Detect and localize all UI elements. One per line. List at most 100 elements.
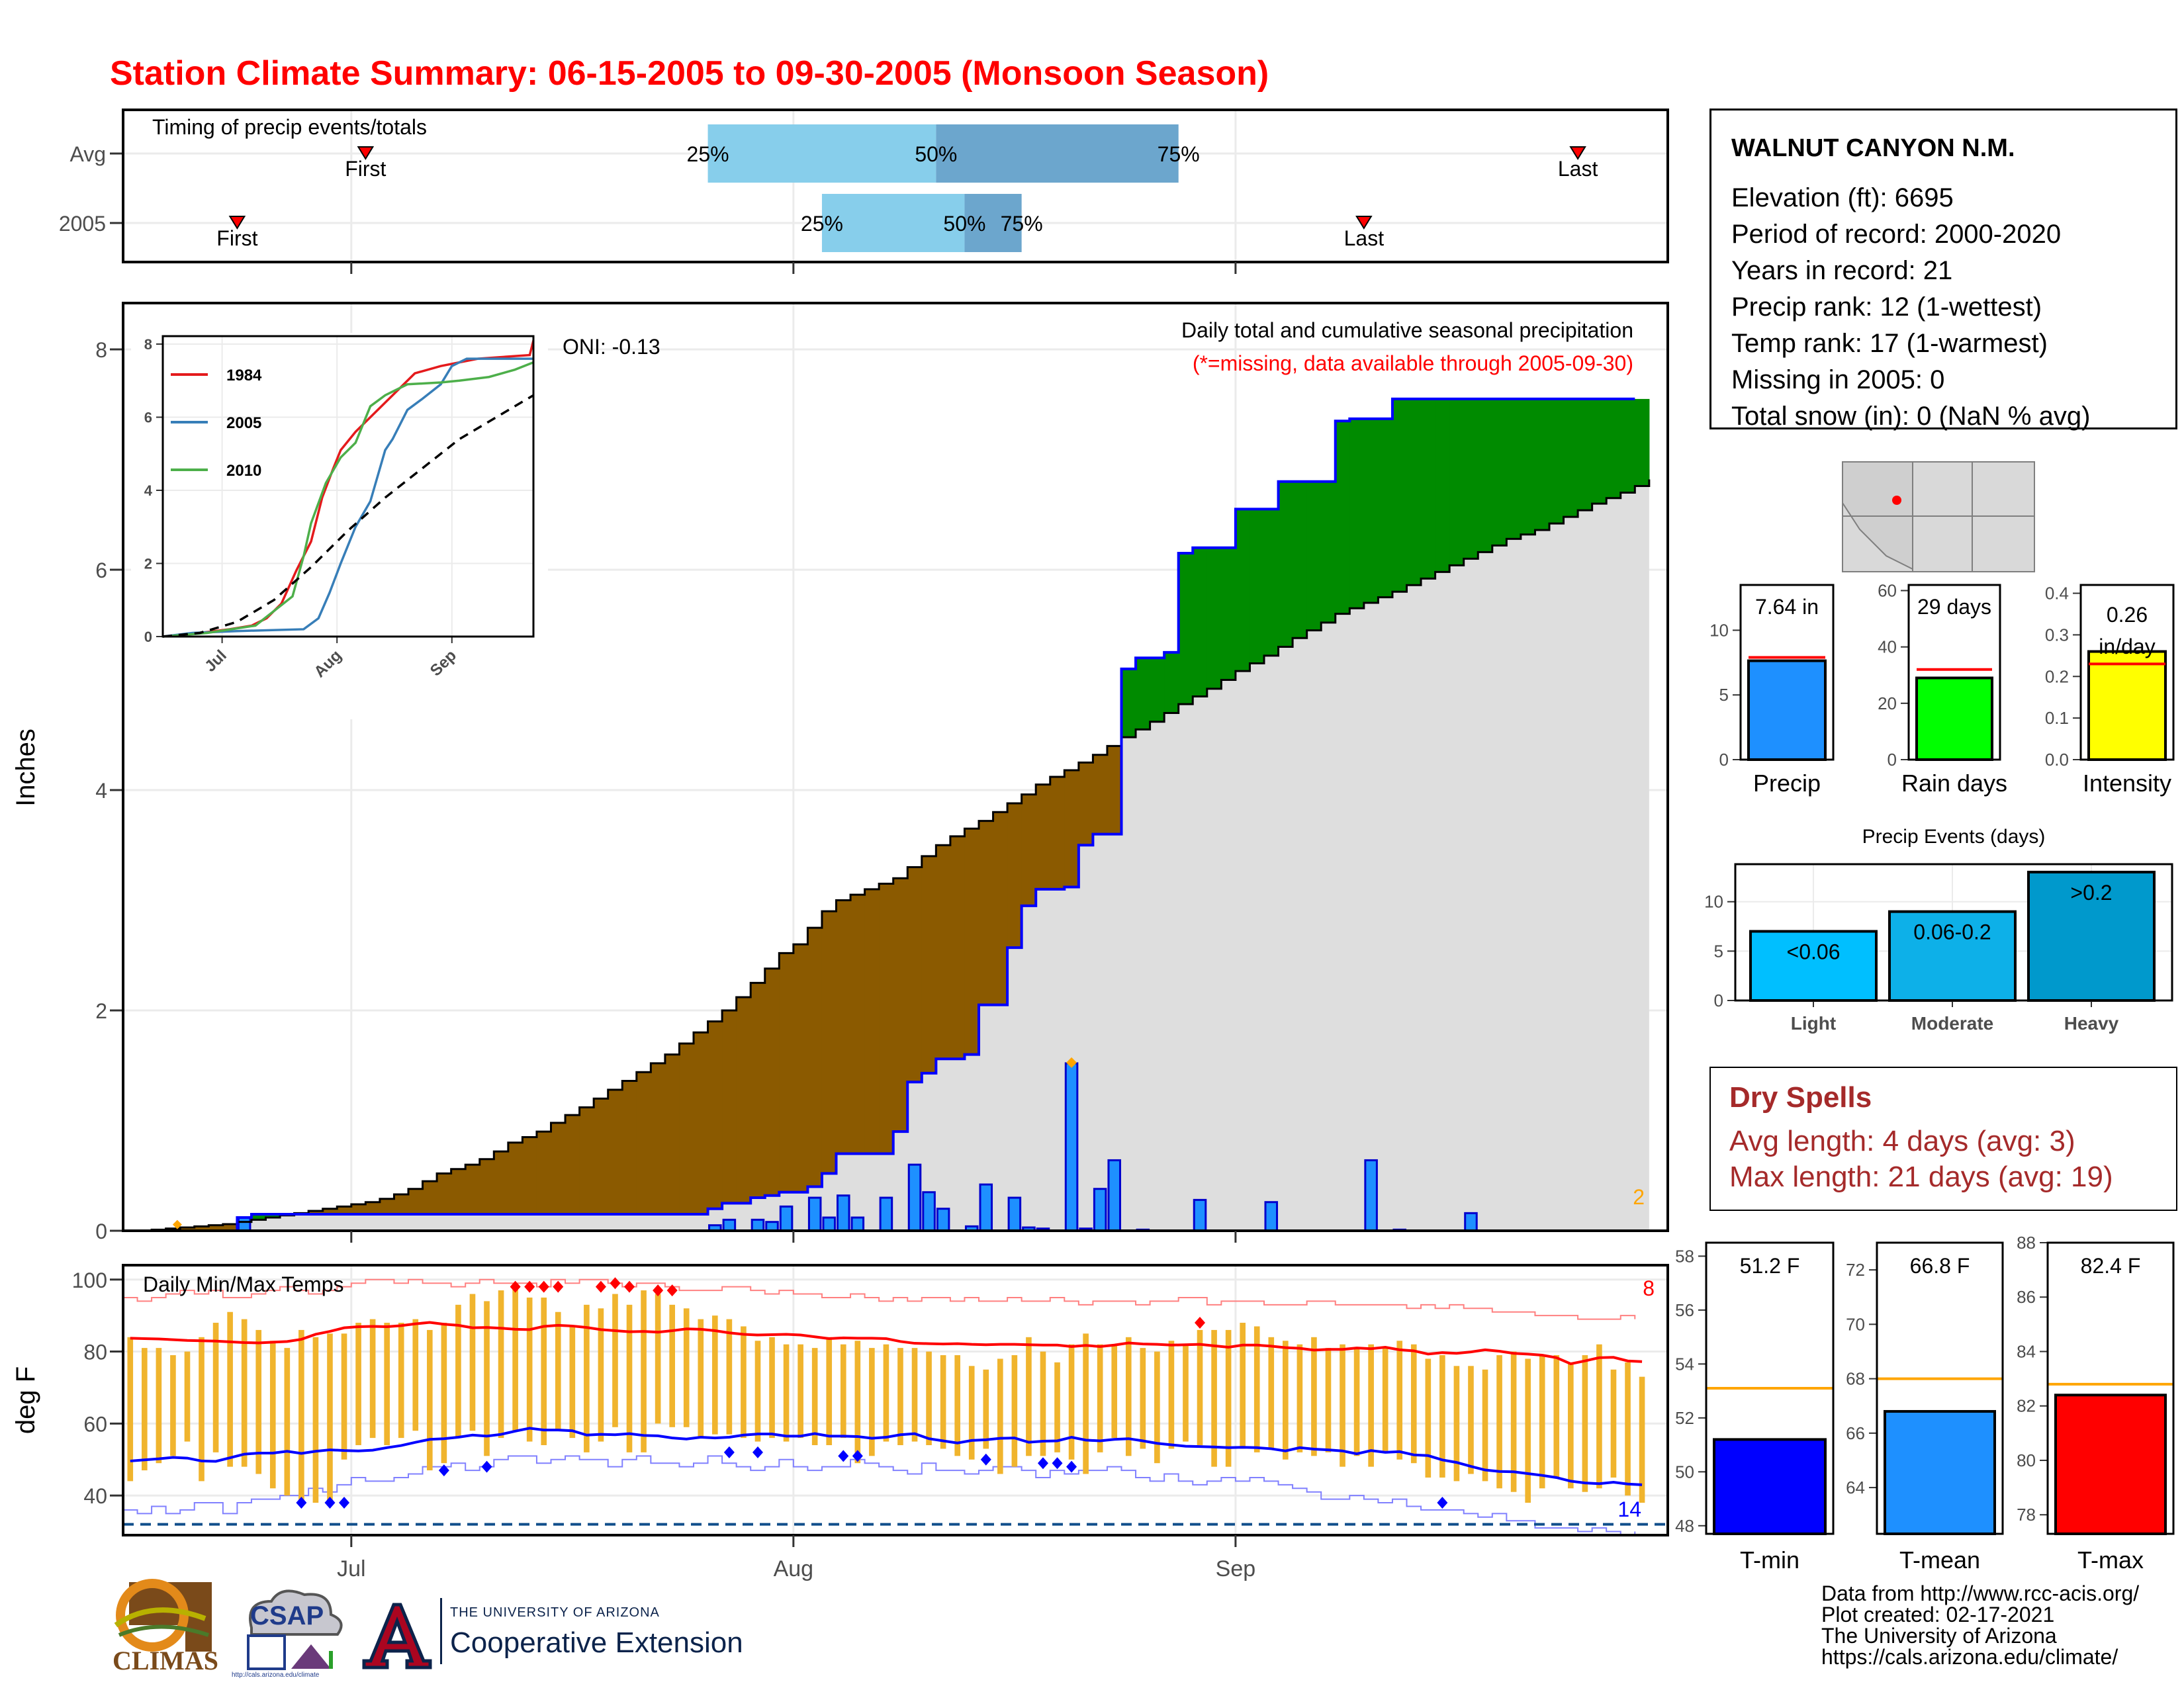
daily-temp-range-bar: [683, 1308, 690, 1427]
stat-y-tick-label: 0.4: [2045, 584, 2069, 603]
precip-surplus-area: [1435, 398, 1450, 572]
daily-temp-range-bar: [626, 1304, 633, 1452]
daily-temp-range-bar: [1311, 1337, 1317, 1456]
precip-deficit-area: [921, 856, 936, 1073]
record-high-marker-icon: [666, 1284, 678, 1297]
stat-y-tick-label: 64: [1846, 1478, 1865, 1497]
inset-background: [131, 333, 548, 719]
record-low-marker-icon: [1066, 1460, 1077, 1473]
precip-deficit-area: [365, 1202, 381, 1215]
daily-temp-range-bar: [1568, 1362, 1574, 1489]
observed-cumulative-line: [123, 397, 1635, 1232]
station-detail-line: Total snow (in): 0 (NaN % avg): [1731, 402, 2091, 431]
daily-temp-range-bar: [940, 1355, 946, 1449]
stat-value-label: 0.26: [2107, 603, 2148, 627]
precip-surplus-area: [1635, 398, 1650, 486]
precip-events-border: [1734, 863, 2173, 1002]
daily-temp-range-bar: [312, 1337, 319, 1503]
precip-deficit-area: [208, 1225, 224, 1231]
record-low-marker-icon: [481, 1460, 492, 1473]
max-daily-marker-icon: [172, 1220, 182, 1229]
daily-temp-range-bar: [869, 1348, 875, 1456]
quartile-label: 75%: [1001, 212, 1043, 236]
precip-events-bar-label: <0.06: [1787, 940, 1841, 964]
precip-surplus-area: [1578, 398, 1593, 511]
stat-value-unit: in/day: [2099, 635, 2155, 658]
daily-temp-range-bar: [1111, 1344, 1118, 1439]
daily-temp-range-bar: [1225, 1329, 1232, 1467]
record-high-marker-icon: [538, 1280, 549, 1293]
stat-plot-border: [2079, 584, 2175, 761]
daily-temp-range-bar: [698, 1319, 704, 1439]
daily-temp-range-bar: [569, 1326, 576, 1439]
average-cumulative-area: [123, 479, 1649, 1231]
precip-deficit-area: [736, 997, 751, 1204]
stat-value-label: 29 days: [1917, 595, 1991, 619]
daily-precip-bar: [922, 1191, 936, 1232]
daily-precip-bar: [1364, 1159, 1378, 1232]
inset-legend-label: 2005: [226, 414, 261, 432]
stat-category-label: Rain days: [1901, 770, 2007, 797]
daily-temp-range-bar: [327, 1333, 333, 1503]
locator-map: [1842, 461, 2035, 572]
record-high-marker-icon: [595, 1280, 606, 1293]
precip-surplus-area: [1121, 668, 1136, 738]
precip-deficit-area: [494, 1151, 509, 1215]
stat-y-tick-label: 84: [2017, 1341, 2036, 1361]
daily-temp-range-bar: [754, 1341, 761, 1442]
precip-deficit-area: [864, 889, 880, 1154]
temp-stat-border: [2046, 1241, 2175, 1535]
timing-bar-q50-q75: [936, 124, 1179, 183]
stat-y-tick-label: 52: [1675, 1408, 1694, 1428]
daily-temp-range-bar: [1154, 1351, 1160, 1464]
daily-temp-range-bar: [1040, 1351, 1046, 1456]
daily-temp-range-bar: [227, 1311, 233, 1467]
average-max-line: [130, 1321, 1643, 1366]
stat-y-tick-label: 0: [1719, 750, 1729, 770]
daily-temp-range-bar: [1382, 1348, 1388, 1452]
daily-temp-range-bar: [911, 1348, 918, 1442]
inset-y-tick-label: 4: [144, 482, 153, 499]
precip-surplus-area: [1392, 398, 1408, 592]
footer-credits: Data from http://www.rcc-acis.org/Plot c…: [1821, 1583, 2139, 1667]
precip-panel-border: [122, 302, 1669, 1232]
daily-temp-range-bar: [983, 1369, 989, 1449]
precip-deficit-area: [807, 928, 823, 1187]
csap-logo-text: CSAP: [250, 1601, 324, 1630]
record-low-marker-icon: [1052, 1457, 1063, 1470]
stat-chart-t-min: 48 50 52 54 56 58 51.2 F T-min: [1675, 1241, 1835, 1574]
record-low-marker-icon: [838, 1450, 849, 1462]
y-tick-label: 0: [95, 1220, 107, 1243]
station-detail-line: Precip rank: 12 (1-wettest): [1731, 292, 2042, 322]
precip-deficit-area: [536, 1132, 552, 1215]
precip-events-category: Moderate: [1911, 1013, 1993, 1034]
record-low-marker-icon: [339, 1497, 350, 1509]
daily-temp-range-bar: [769, 1337, 775, 1439]
temp-stat-category-label: T-max: [2077, 1546, 2144, 1574]
precip-deficit-area: [1064, 770, 1079, 887]
daily-temp-range-bar: [1183, 1344, 1189, 1442]
precip-deficit-area: [194, 1226, 209, 1231]
precip-events-title: Precip Events (days): [1862, 826, 2046, 848]
temp-stat-value-label: 82.4 F: [2081, 1254, 2141, 1278]
page-title: Station Climate Summary: 06-15-2005 to 0…: [110, 54, 1269, 93]
station-detail-line: Temp rank: 17 (1-warmest): [1731, 329, 2048, 358]
daily-temp-range-bar: [726, 1319, 733, 1435]
temp-panel-title: Daily Min/Max Temps: [143, 1272, 343, 1296]
precip-deficit-area: [451, 1169, 466, 1215]
precip-surplus-area: [1264, 509, 1279, 656]
daily-precip-bar: [1064, 1062, 1079, 1232]
daily-temp-range-bar: [1496, 1355, 1502, 1489]
daily-temp-range-bar: [883, 1344, 889, 1442]
daily-temp-range-bar: [1582, 1355, 1588, 1492]
daily-temp-range-bar: [1510, 1351, 1517, 1492]
inset-y-tick-label: 8: [144, 336, 152, 353]
temp-panel-background: [123, 1265, 1668, 1535]
precip-surplus-area: [1492, 398, 1507, 546]
right-panel: 0 5 10 7.64 in Precip 0 20 40 60 29 days Rain days…: [1675, 461, 2175, 1574]
daily-temp-range-bar: [598, 1308, 604, 1442]
station-info-box: WALNUT CANYON N.M. Elevation (ft): 6695 P…: [1709, 109, 2177, 431]
daily-temp-range-bar: [1068, 1344, 1075, 1460]
record-high-marker-icon: [524, 1280, 535, 1293]
